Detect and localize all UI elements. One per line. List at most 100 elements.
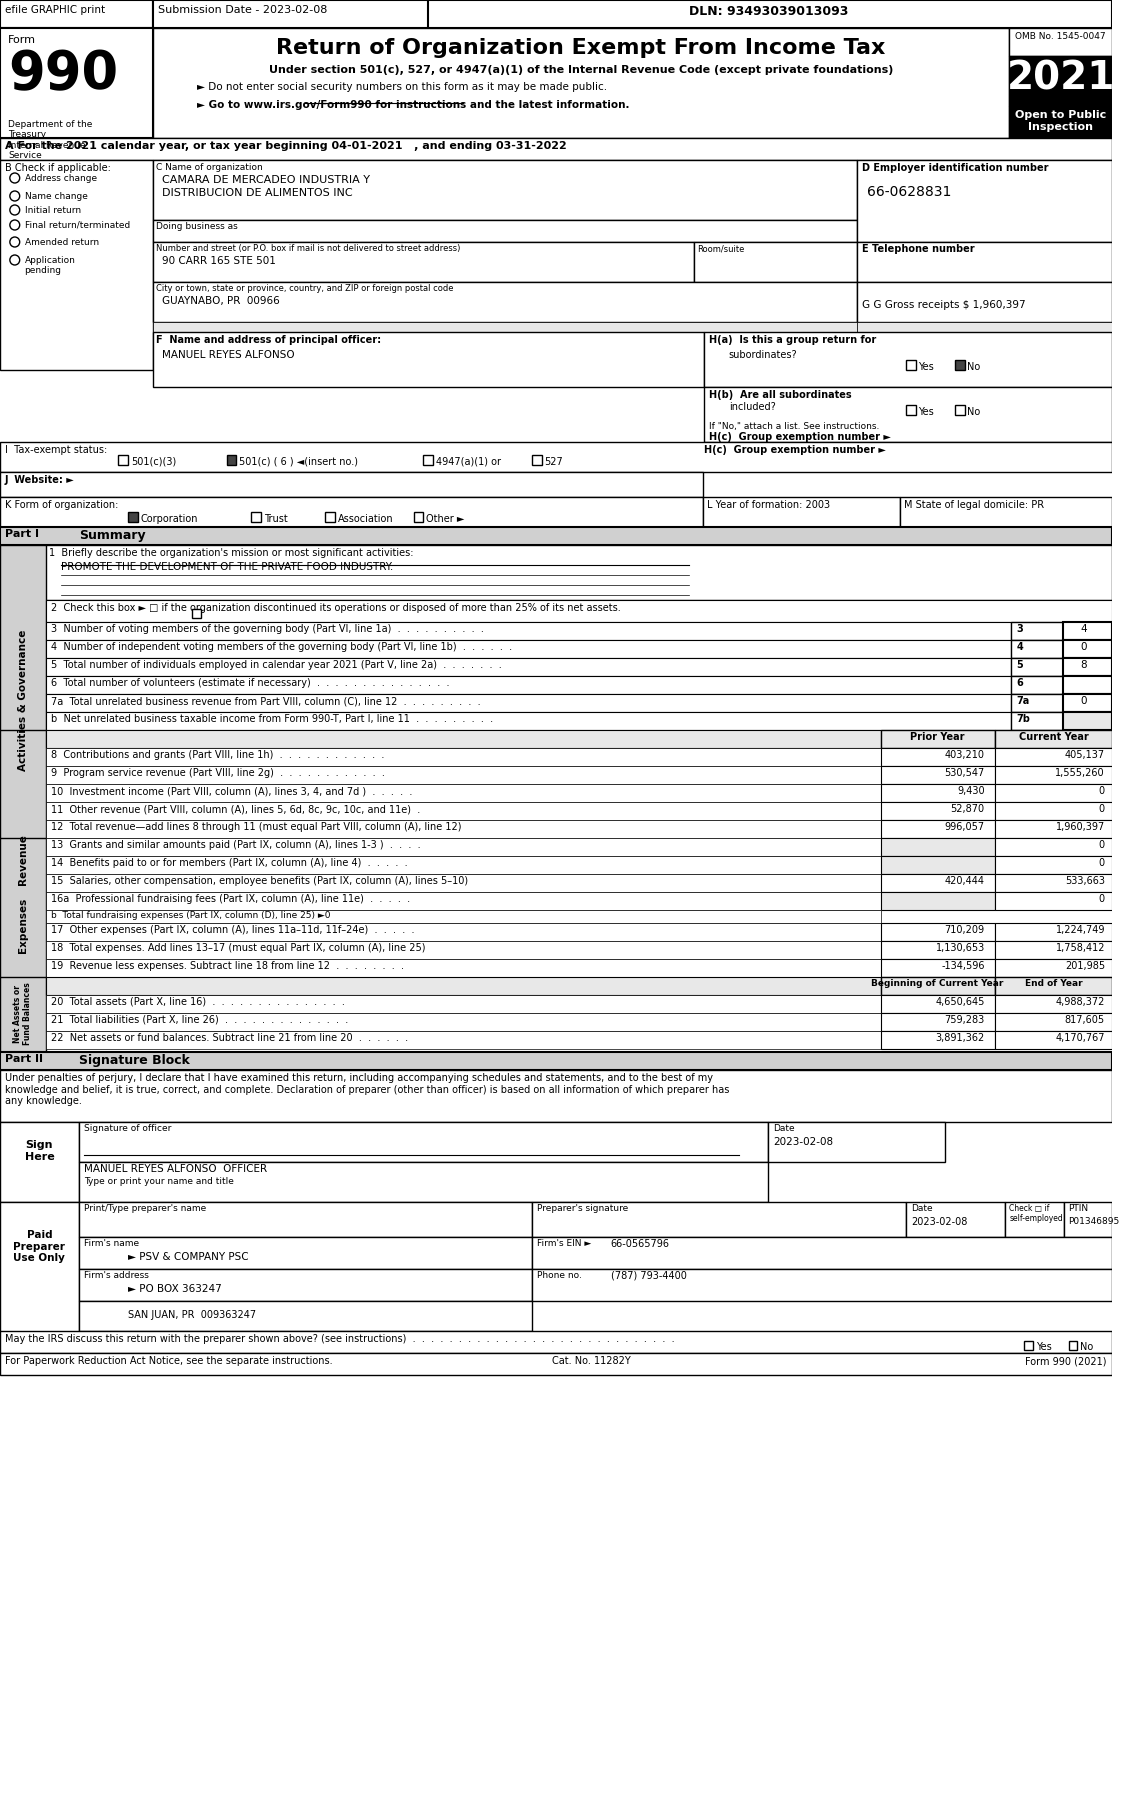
- Bar: [46, 658, 1012, 677]
- Text: 530,547: 530,547: [945, 767, 984, 778]
- Bar: [995, 856, 1112, 874]
- Bar: [46, 996, 882, 1012]
- Text: Part I: Part I: [5, 530, 38, 539]
- Bar: [0, 1203, 79, 1331]
- Text: CAMARA DE MERCADEO INDUSTRIA Y: CAMARA DE MERCADEO INDUSTRIA Y: [163, 174, 370, 185]
- Bar: [995, 1030, 1112, 1048]
- Text: Trust: Trust: [264, 513, 288, 524]
- Text: Sign
Here: Sign Here: [25, 1139, 54, 1161]
- Bar: [1062, 695, 1112, 713]
- Text: 5  Total number of individuals employed in calendar year 2021 (Part V, line 2a) : 5 Total number of individuals employed i…: [51, 660, 502, 669]
- Text: For Paperwork Reduction Act Notice, see the separate instructions.: For Paperwork Reduction Act Notice, see …: [5, 1357, 333, 1366]
- Text: Date: Date: [911, 1204, 933, 1214]
- Text: 5: 5: [1016, 660, 1023, 669]
- Text: Revenue: Revenue: [18, 834, 27, 885]
- Text: D Employer identification number: D Employer identification number: [861, 163, 1048, 172]
- Text: 1  Briefly describe the organization's mission or most significant activities:: 1 Briefly describe the organization's mi…: [50, 548, 413, 559]
- Bar: [1062, 677, 1112, 695]
- Text: 501(c) ( 6 ) ◄(insert no.): 501(c) ( 6 ) ◄(insert no.): [239, 457, 358, 466]
- Bar: [1062, 640, 1112, 658]
- Text: Room/suite: Room/suite: [698, 245, 745, 252]
- Text: Corporation: Corporation: [141, 513, 199, 524]
- Text: Return of Organization Exempt From Income Tax: Return of Organization Exempt From Incom…: [277, 38, 886, 58]
- Bar: [0, 838, 46, 1012]
- Text: M State of legal domicile: PR: M State of legal domicile: PR: [904, 501, 1044, 510]
- Text: 17  Other expenses (Part IX, column (A), lines 11a–11d, 11f–24e)  .  .  .  .  .: 17 Other expenses (Part IX, column (A), …: [51, 925, 414, 934]
- Bar: [955, 359, 965, 370]
- Bar: [0, 0, 1112, 27]
- Text: Date: Date: [773, 1125, 795, 1134]
- Text: 8: 8: [1080, 660, 1086, 669]
- Text: subordinates?: subordinates?: [728, 350, 797, 359]
- Text: 4: 4: [1016, 642, 1023, 651]
- Text: Form 990 (2021): Form 990 (2021): [1025, 1357, 1106, 1366]
- Text: Beginning of Current Year: Beginning of Current Year: [872, 980, 1004, 989]
- Text: 0: 0: [1080, 642, 1086, 651]
- Text: 52,870: 52,870: [951, 804, 984, 814]
- Text: No: No: [968, 406, 980, 417]
- Bar: [1012, 658, 1062, 677]
- Bar: [46, 622, 1012, 640]
- Bar: [882, 960, 995, 978]
- Bar: [882, 996, 995, 1012]
- Text: -134,596: -134,596: [942, 961, 984, 970]
- Text: 14  Benefits paid to or for members (Part IX, column (A), line 4)  .  .  .  .  .: 14 Benefits paid to or for members (Part…: [51, 858, 408, 869]
- Bar: [0, 1123, 79, 1203]
- Text: Signature of officer: Signature of officer: [84, 1125, 172, 1134]
- Bar: [995, 802, 1112, 820]
- Bar: [79, 1163, 768, 1203]
- Text: PROMOTE THE DEVELOPMENT OF THE PRIVATE FOOD INDUSTRY.: PROMOTE THE DEVELOPMENT OF THE PRIVATE F…: [61, 562, 393, 571]
- Text: Current Year: Current Year: [1018, 733, 1088, 742]
- Bar: [1009, 56, 1112, 105]
- Text: 2023-02-08: 2023-02-08: [773, 1137, 833, 1146]
- Bar: [152, 323, 857, 332]
- Text: 1,758,412: 1,758,412: [1056, 943, 1105, 952]
- Bar: [995, 747, 1112, 766]
- Bar: [46, 747, 882, 766]
- Text: Address change: Address change: [25, 174, 97, 183]
- Bar: [46, 978, 882, 996]
- Bar: [0, 544, 46, 854]
- Bar: [1009, 27, 1112, 56]
- Bar: [857, 323, 1112, 332]
- Text: 12  Total revenue—add lines 8 through 11 (must equal Part VIII, column (A), line: 12 Total revenue—add lines 8 through 11 …: [51, 822, 462, 833]
- Text: G G Gross receipts $ 1,960,397: G G Gross receipts $ 1,960,397: [861, 299, 1025, 310]
- Text: 18  Total expenses. Add lines 13–17 (must equal Part IX, column (A), line 25): 18 Total expenses. Add lines 13–17 (must…: [51, 943, 426, 952]
- Bar: [907, 405, 916, 415]
- Text: 4947(a)(1) or: 4947(a)(1) or: [436, 457, 501, 466]
- Bar: [79, 1203, 532, 1237]
- Bar: [0, 27, 152, 138]
- Bar: [46, 640, 1012, 658]
- Bar: [857, 160, 1112, 241]
- Text: 9  Program service revenue (Part VIII, line 2g)  .  .  .  .  .  .  .  .  .  .  .: 9 Program service revenue (Part VIII, li…: [51, 767, 385, 778]
- Text: 420,444: 420,444: [945, 876, 984, 885]
- Text: DISTRIBUCION DE ALIMENTOS INC: DISTRIBUCION DE ALIMENTOS INC: [163, 189, 353, 198]
- Text: K Form of organization:: K Form of organization:: [5, 501, 119, 510]
- Text: 201,985: 201,985: [1065, 961, 1105, 970]
- Text: (787) 793-4400: (787) 793-4400: [611, 1272, 686, 1281]
- Text: 6: 6: [1016, 678, 1023, 688]
- Text: 66-0565796: 66-0565796: [611, 1239, 669, 1250]
- Text: Prior Year: Prior Year: [910, 733, 965, 742]
- Bar: [882, 978, 995, 996]
- Bar: [1012, 713, 1062, 729]
- Text: 7b: 7b: [1016, 715, 1030, 724]
- Bar: [423, 455, 434, 464]
- Text: No: No: [968, 363, 980, 372]
- Bar: [907, 1203, 1005, 1237]
- Text: 7a: 7a: [1016, 697, 1030, 706]
- Text: 4,650,645: 4,650,645: [936, 998, 984, 1007]
- Text: I  Tax-exempt status:: I Tax-exempt status:: [5, 444, 107, 455]
- Text: 3  Number of voting members of the governing body (Part VI, line 1a)  .  .  .  .: 3 Number of voting members of the govern…: [51, 624, 484, 635]
- Bar: [995, 941, 1112, 960]
- Bar: [882, 838, 995, 856]
- Text: 4: 4: [1080, 624, 1086, 635]
- Bar: [46, 892, 882, 911]
- Bar: [995, 978, 1112, 996]
- Bar: [0, 0, 152, 27]
- Bar: [1012, 695, 1062, 713]
- Bar: [882, 874, 995, 892]
- Text: 2  Check this box ► □ if the organization discontinued its operations or dispose: 2 Check this box ► □ if the organization…: [51, 602, 621, 613]
- Bar: [46, 1030, 882, 1048]
- Bar: [857, 241, 1112, 281]
